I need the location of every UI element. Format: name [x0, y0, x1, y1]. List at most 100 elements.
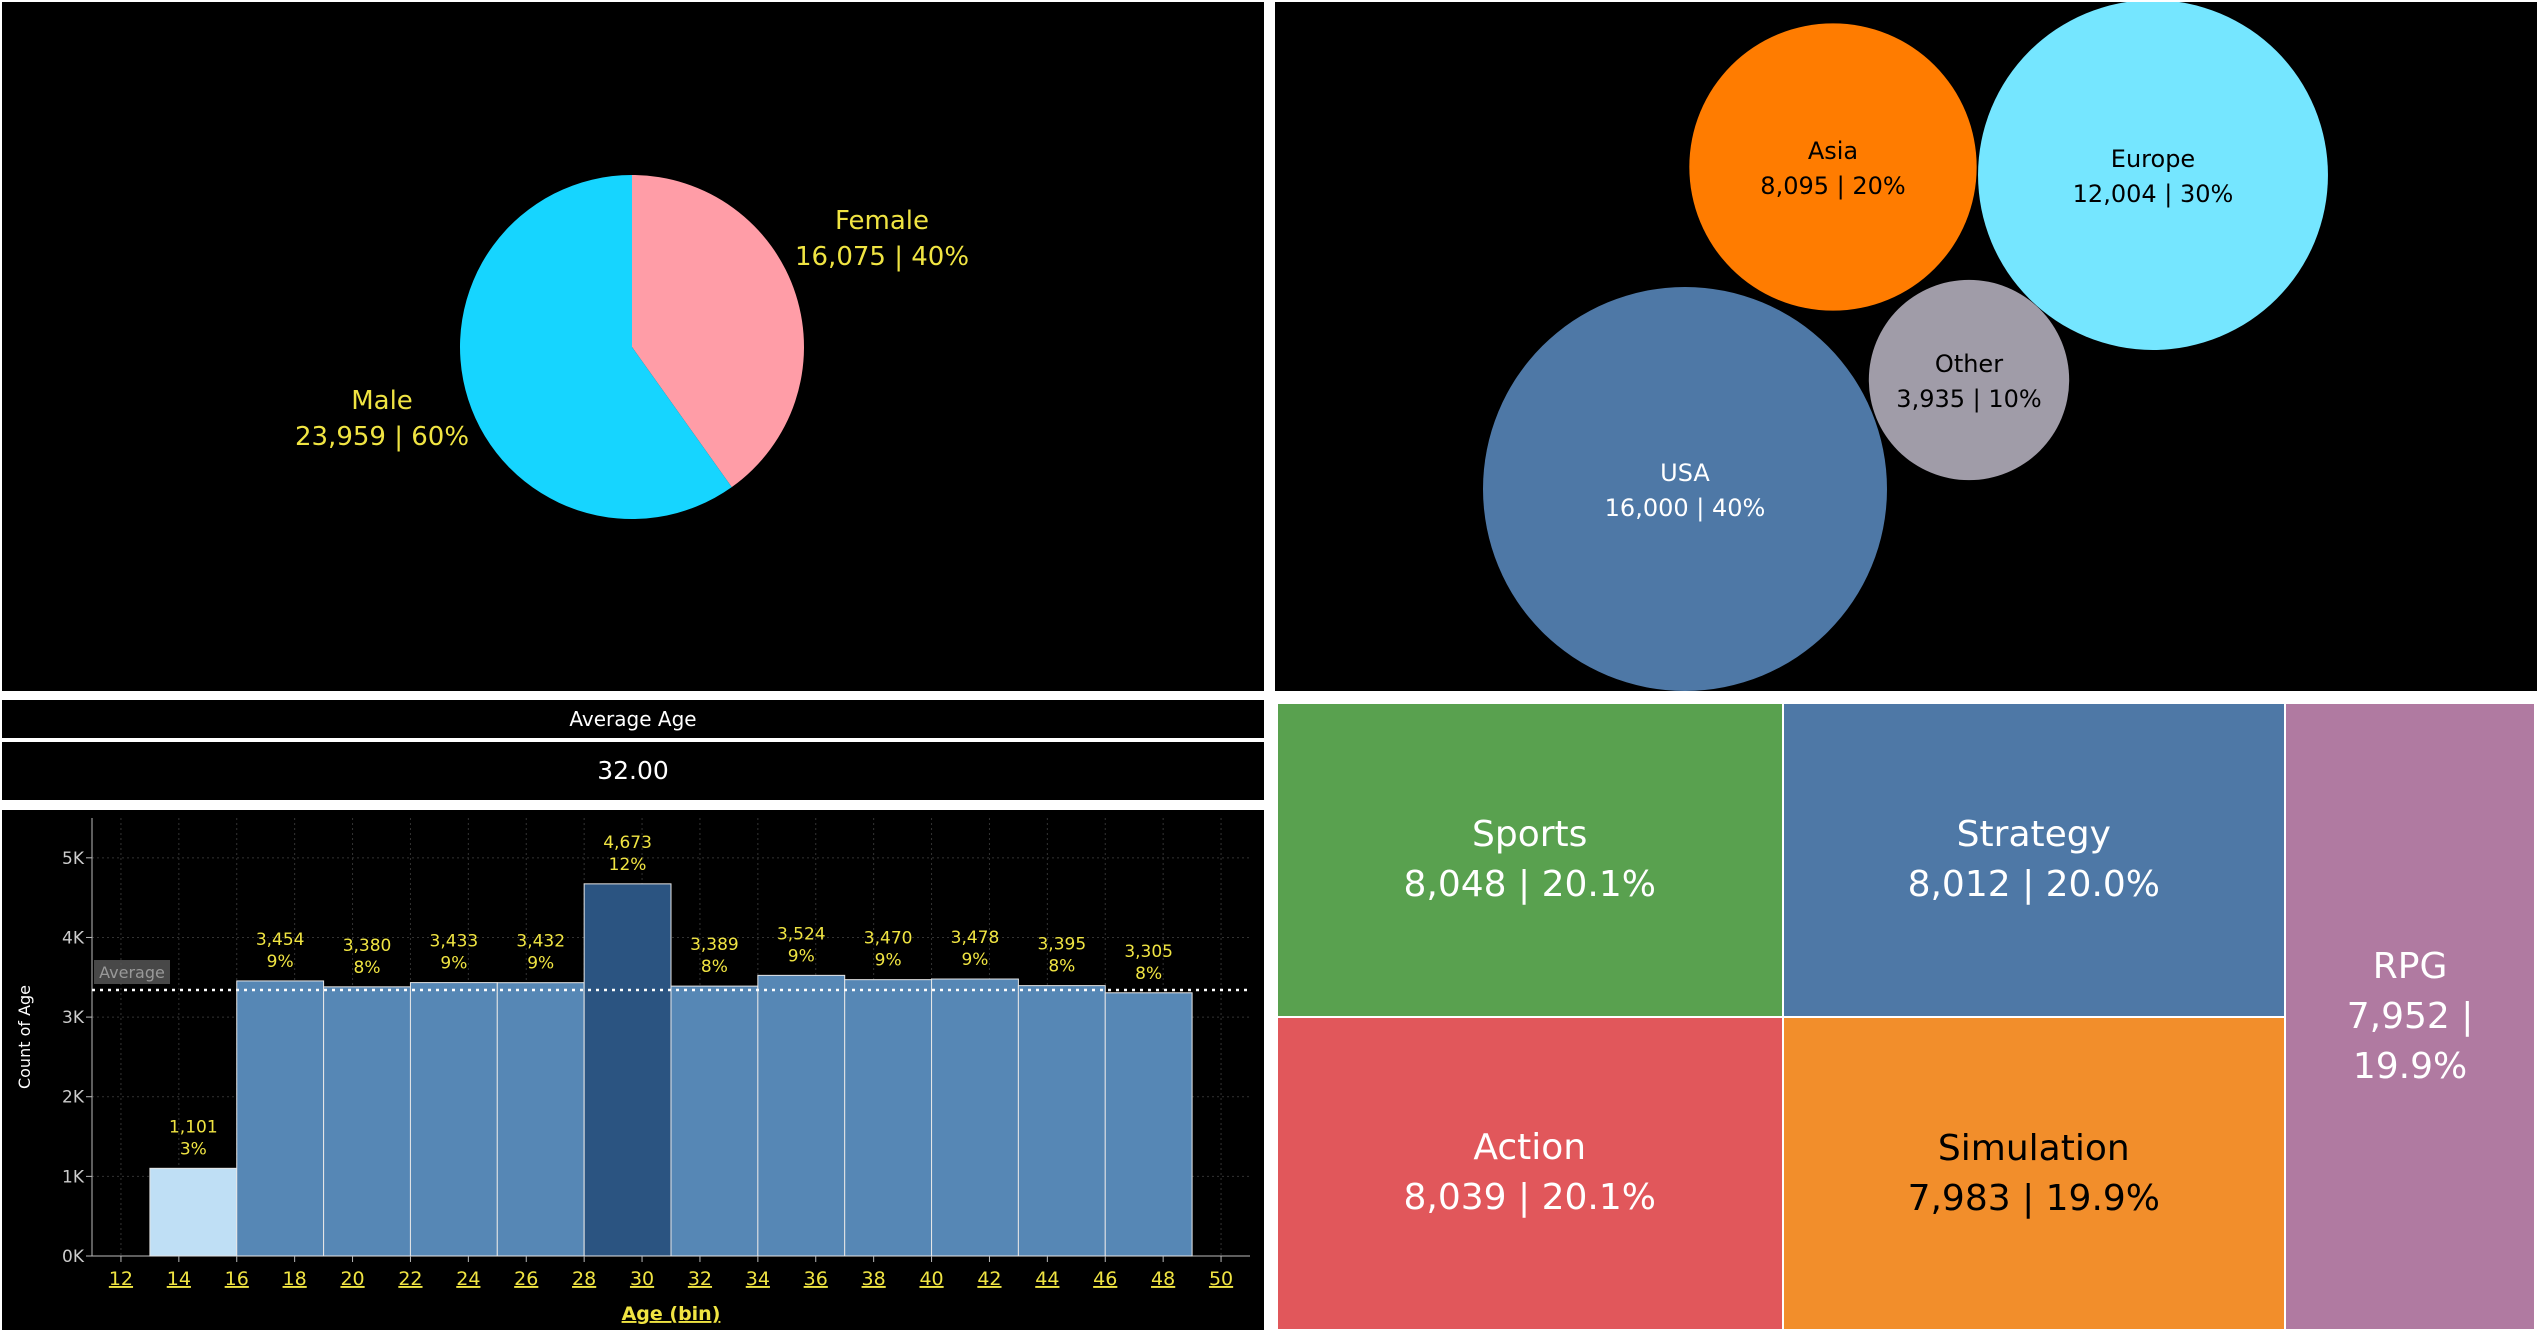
- bubble-label-usa: USA: [1660, 459, 1710, 487]
- bar-value-label: 3,454: [256, 930, 305, 950]
- x-tick-label: 32: [688, 1268, 712, 1290]
- bar-value-label: 3,380: [343, 936, 392, 956]
- pie-value-male: 23,959 | 60%: [295, 422, 469, 452]
- bar-value-label: 3,470: [864, 929, 913, 949]
- treemap-value-action: 8,039 | 20.1%: [1403, 1177, 1656, 1219]
- treemap-label-simulation: Simulation: [1937, 1127, 2130, 1169]
- x-tick-label: 44: [1035, 1268, 1059, 1290]
- histogram-bar: [670, 985, 759, 1257]
- y-tick-label: 4K: [62, 928, 85, 948]
- histogram-bar: [496, 982, 585, 1257]
- average-age-header: Average Age: [2, 700, 1264, 738]
- bar-percent-label: 9%: [527, 954, 554, 974]
- treemap-cell-sports: Sports 8,048 | 20.1%: [1278, 704, 1782, 1016]
- histogram-bar: [1104, 992, 1193, 1257]
- treemap-value-rpg: 7,952 |: [2346, 995, 2474, 1037]
- average-age-label: Average Age: [569, 707, 697, 731]
- bar-value-label: 3,432: [516, 932, 565, 952]
- x-tick-label: 40: [919, 1268, 943, 1290]
- y-tick-label: 5K: [62, 849, 85, 869]
- y-tick-label: 3K: [62, 1008, 85, 1028]
- histogram-bar: [323, 986, 411, 1257]
- genre-treemap-panel: Sports 8,048 | 20.1% Action 8,039 | 20.1% St…: [1277, 703, 2535, 1330]
- bubble-label-asia: Asia: [1808, 137, 1858, 165]
- pie-value-female: 16,075 | 40%: [795, 242, 969, 272]
- bar-value-label: 3,389: [690, 935, 739, 955]
- histogram-bar: [1017, 985, 1106, 1257]
- bubble-label-europe: Europe: [2111, 145, 2195, 173]
- x-axis-title: Age (bin): [622, 1303, 721, 1325]
- treemap-cell-strategy: Strategy 8,012 | 20.0%: [1783, 704, 2285, 1017]
- treemap-value-strategy: 8,012 | 20.0%: [1907, 864, 2161, 906]
- pie-label-male: Male: [351, 386, 413, 416]
- bubble-asia: [1689, 23, 1977, 311]
- x-tick-label: 50: [1209, 1268, 1233, 1290]
- x-tick-label: 18: [283, 1268, 307, 1290]
- x-tick-label: 36: [804, 1268, 828, 1290]
- bar-percent-label: 9%: [788, 946, 815, 966]
- x-tick-label: 46: [1093, 1268, 1117, 1290]
- age-histogram-panel: 0K 1K 2K 3K 4K 5K 1,101 3% 3,454 9% 3,380 8% 3,433 9%…: [2, 810, 1264, 1330]
- average-label-box: [94, 960, 170, 985]
- treemap-label-action: Action: [1473, 1127, 1587, 1169]
- x-tick-label: 16: [225, 1268, 249, 1290]
- bubble-value-other: 3,935 | 10%: [1896, 385, 2041, 413]
- y-tick-label: 1K: [62, 1167, 85, 1187]
- bar-percent-label: 8%: [1135, 964, 1162, 984]
- pie-slice-male: [459, 175, 732, 519]
- treemap-cell-rpg: RPG 7,952 | 19.9%: [2286, 704, 2534, 1329]
- average-age-value-box: 32.00: [2, 742, 1264, 800]
- treemap-label-rpg: RPG: [2372, 945, 2448, 987]
- x-tick-label: 28: [572, 1268, 596, 1290]
- bubble-value-europe: 12,004 | 30%: [2073, 180, 2234, 208]
- histogram-bar: [236, 980, 325, 1257]
- bar-value-label: 1,101: [169, 1117, 218, 1137]
- bar-percent-label: 9%: [440, 954, 467, 974]
- bar-value-label: 3,395: [1037, 935, 1086, 955]
- x-tick-label: 24: [456, 1268, 480, 1290]
- x-tick-label: 30: [630, 1268, 654, 1290]
- bar-percent-label: 9%: [961, 950, 988, 970]
- bar-percent-label: 8%: [1048, 957, 1075, 977]
- region-bubble-chart: Asia 8,095 | 20% Europe 12,004 | 30% Other 3,…: [1483, 2, 2328, 691]
- bubble-other: [1868, 279, 2070, 481]
- treemap-percent-rpg: 19.9%: [2352, 1045, 2468, 1087]
- bar-value-label: 3,478: [951, 928, 1000, 948]
- treemap-cell-action: Action 8,039 | 20.1%: [1278, 1017, 1782, 1329]
- pie-label-female: Female: [835, 206, 929, 236]
- x-tick-label: 14: [167, 1268, 191, 1290]
- treemap-label-strategy: Strategy: [1956, 814, 2111, 856]
- y-axis-title: Count of Age: [15, 985, 34, 1089]
- histogram-bar: [844, 979, 933, 1257]
- x-tick-label: 22: [398, 1268, 422, 1290]
- bubble-usa: [1483, 287, 1887, 691]
- x-tick-label: 42: [977, 1268, 1001, 1290]
- histogram-bar: [149, 1167, 238, 1257]
- bar-percent-label: 12%: [609, 855, 647, 875]
- region-bubble-panel: Asia 8,095 | 20% Europe 12,004 | 30% Other 3,…: [1275, 2, 2537, 691]
- bar-value-label: 3,433: [430, 932, 479, 952]
- histogram-bar: [583, 883, 672, 1257]
- treemap-cell-simulation: Simulation 7,983 | 19.9%: [1783, 1018, 2285, 1329]
- histogram-bar: [409, 982, 498, 1257]
- bubble-value-usa: 16,000 | 40%: [1605, 494, 1766, 522]
- age-histogram-chart: 0K1K2K3K4K5K1,1013%3,4549%3,3808%3,4339%…: [15, 818, 1250, 1325]
- y-tick-label: 2K: [62, 1088, 85, 1108]
- bar-percent-label: 8%: [701, 957, 728, 977]
- bar-percent-label: 3%: [180, 1139, 207, 1159]
- bar-percent-label: 9%: [267, 952, 294, 972]
- pie-slice-female: [632, 175, 804, 488]
- bar-value-label: 3,305: [1124, 942, 1173, 962]
- x-tick-label: 12: [109, 1268, 133, 1290]
- treemap-value-sports: 8,048 | 20.1%: [1403, 863, 1656, 905]
- treemap-label-sports: Sports: [1472, 813, 1588, 855]
- bar-value-label: 3,524: [777, 924, 826, 944]
- gender-pie-panel: Female 16,075 | 40% Male 23,959 | 60%: [2, 2, 1264, 691]
- bubble-europe: [1978, 2, 2328, 350]
- x-tick-label: 26: [514, 1268, 538, 1290]
- bar-percent-label: 8%: [354, 958, 381, 978]
- histogram-bar: [931, 978, 1019, 1257]
- x-tick-label: 48: [1151, 1268, 1175, 1290]
- bar-percent-label: 9%: [875, 951, 902, 971]
- histogram-bar: [757, 974, 846, 1257]
